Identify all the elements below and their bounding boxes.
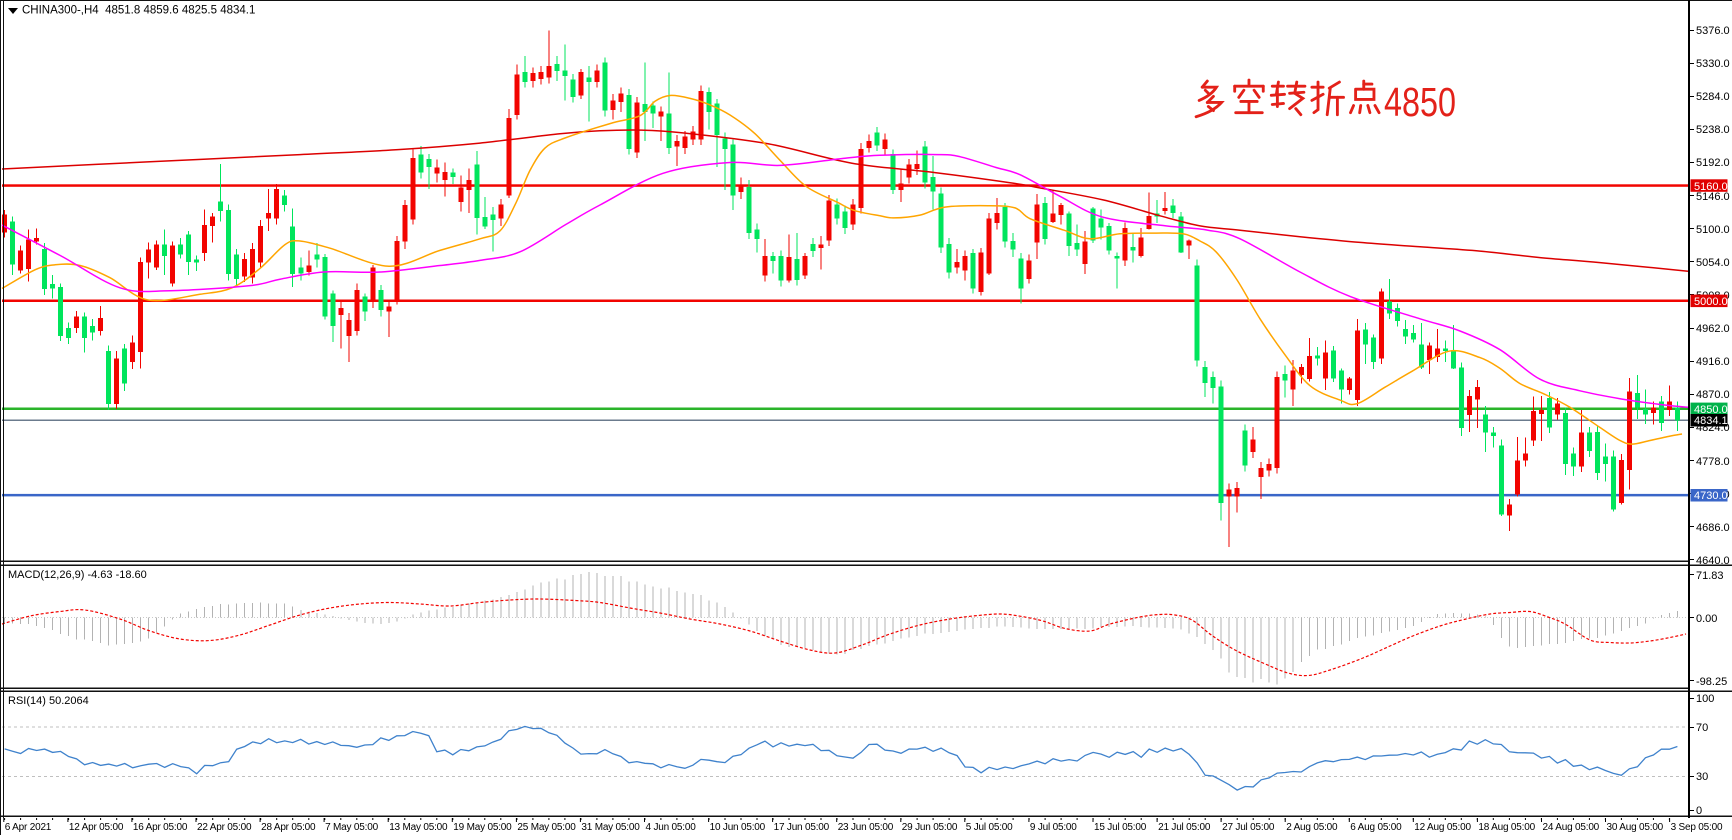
svg-text:7 May 05:00: 7 May 05:00 [325, 822, 378, 833]
svg-text:30 Aug 05:00: 30 Aug 05:00 [1607, 822, 1664, 833]
svg-text:3 Sep 05:00: 3 Sep 05:00 [1671, 822, 1723, 833]
svg-text:28 Apr 05:00: 28 Apr 05:00 [261, 822, 316, 833]
svg-text:30: 30 [1696, 771, 1708, 783]
svg-text:17 Jun 05:00: 17 Jun 05:00 [774, 822, 830, 833]
svg-text:5100.0: 5100.0 [1696, 224, 1730, 236]
svg-text:10 Jun 05:00: 10 Jun 05:00 [710, 822, 766, 833]
svg-text:100: 100 [1696, 693, 1714, 705]
svg-text:21 Jul 05:00: 21 Jul 05:00 [1158, 822, 1211, 833]
svg-text:4640.0: 4640.0 [1696, 555, 1730, 567]
svg-text:24 Aug 05:00: 24 Aug 05:00 [1543, 822, 1600, 833]
svg-text:5284.0: 5284.0 [1696, 91, 1730, 103]
svg-text:5376.0: 5376.0 [1696, 25, 1730, 37]
svg-text:5054.0: 5054.0 [1696, 257, 1730, 269]
svg-text:18 Aug 05:00: 18 Aug 05:00 [1478, 822, 1535, 833]
svg-text:4870.0: 4870.0 [1696, 389, 1730, 401]
svg-text:23 Jun 05:00: 23 Jun 05:00 [838, 822, 894, 833]
svg-text:16 Apr 05:00: 16 Apr 05:00 [133, 822, 188, 833]
svg-text:5000.0: 5000.0 [1694, 296, 1728, 308]
svg-text:CHINA300-,H4 4851.8 4859.6 48: CHINA300-,H4 4851.8 4859.6 4825.5 4834.1 [22, 5, 255, 17]
svg-text:19 May 05:00: 19 May 05:00 [453, 822, 512, 833]
svg-text:9 Jul 05:00: 9 Jul 05:00 [1030, 822, 1077, 833]
svg-text:0.00: 0.00 [1696, 613, 1717, 625]
svg-text:5146.0: 5146.0 [1696, 191, 1730, 203]
svg-text:27 Jul 05:00: 27 Jul 05:00 [1222, 822, 1275, 833]
svg-text:71.83: 71.83 [1696, 570, 1724, 582]
svg-text:6 Aug 05:00: 6 Aug 05:00 [1350, 822, 1402, 833]
svg-text:4730.0: 4730.0 [1694, 490, 1728, 502]
svg-text:12 Aug 05:00: 12 Aug 05:00 [1414, 822, 1471, 833]
svg-text:4962.0: 4962.0 [1696, 323, 1730, 335]
svg-text:2 Aug 05:00: 2 Aug 05:00 [1286, 822, 1338, 833]
svg-text:4686.0: 4686.0 [1696, 522, 1730, 534]
svg-text:5160.0: 5160.0 [1694, 181, 1728, 193]
svg-text:4834.1: 4834.1 [1694, 415, 1728, 427]
svg-text:5 Jul 05:00: 5 Jul 05:00 [966, 822, 1013, 833]
svg-text:12 Apr 05:00: 12 Apr 05:00 [69, 822, 124, 833]
svg-text:-98.25: -98.25 [1696, 676, 1727, 688]
svg-text:13 May 05:00: 13 May 05:00 [389, 822, 448, 833]
svg-text:4778.0: 4778.0 [1696, 456, 1730, 468]
svg-text:4916.0: 4916.0 [1696, 356, 1730, 368]
svg-text:70: 70 [1696, 722, 1708, 734]
svg-text:22 Apr 05:00: 22 Apr 05:00 [197, 822, 252, 833]
svg-text:6 Apr 2021: 6 Apr 2021 [5, 822, 52, 833]
svg-text:MACD(12,26,9) -4.63 -18.60: MACD(12,26,9) -4.63 -18.60 [8, 569, 147, 581]
svg-text:RSI(14) 50.2064: RSI(14) 50.2064 [8, 695, 89, 707]
svg-text:25 May 05:00: 25 May 05:00 [517, 822, 576, 833]
svg-text:5330.0: 5330.0 [1696, 58, 1730, 70]
svg-text:5238.0: 5238.0 [1696, 124, 1730, 136]
svg-text:0: 0 [1696, 805, 1702, 817]
svg-text:31 May 05:00: 31 May 05:00 [581, 822, 640, 833]
svg-text:4850.0: 4850.0 [1694, 404, 1728, 416]
svg-text:29 Jun 05:00: 29 Jun 05:00 [902, 822, 958, 833]
svg-text:5192.0: 5192.0 [1696, 157, 1730, 169]
svg-text:4850: 4850 [1384, 79, 1456, 125]
svg-text:15 Jul 05:00: 15 Jul 05:00 [1094, 822, 1147, 833]
svg-text:4 Jun 05:00: 4 Jun 05:00 [646, 822, 697, 833]
